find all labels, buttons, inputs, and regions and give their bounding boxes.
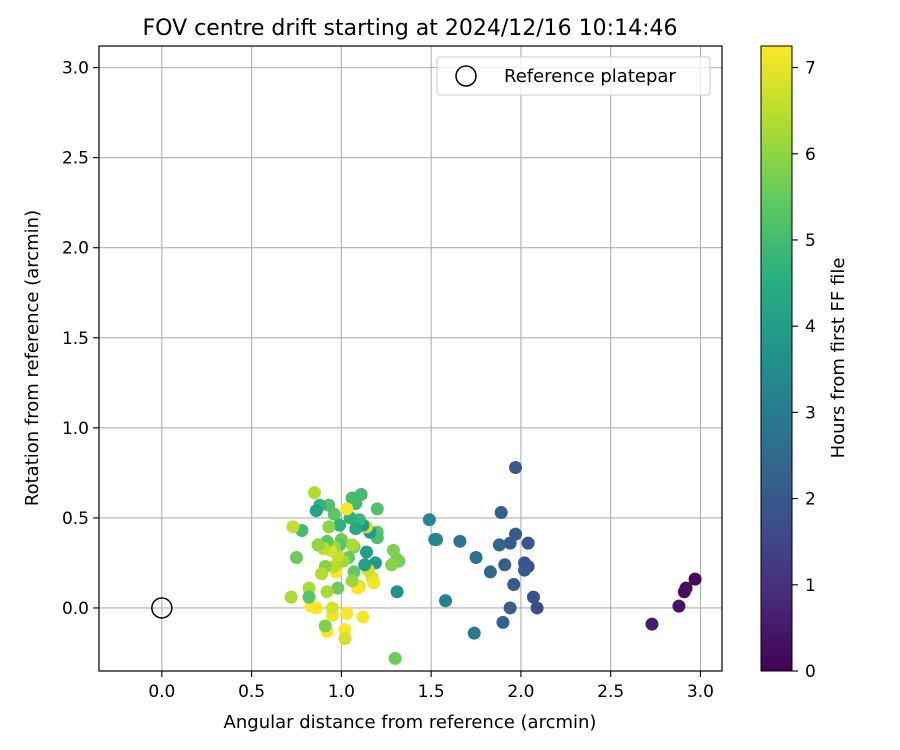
data-point	[289, 551, 303, 565]
data-point	[388, 651, 402, 665]
plot-frame	[98, 45, 723, 672]
colorbar-gradient	[760, 45, 793, 672]
data-point	[688, 572, 702, 586]
data-point	[356, 610, 370, 624]
x-tick-label: 0.0	[148, 682, 175, 702]
legend: Reference platepar	[436, 56, 711, 96]
x-ticks: 0.0 0.5 1.0 1.5 2.0 2.5 3.0	[148, 671, 714, 702]
x-tick-label: 1.5	[418, 682, 445, 702]
x-tick-label: 2.5	[597, 682, 624, 702]
grid	[99, 46, 722, 671]
data-point	[360, 545, 374, 559]
colorbar-tick-label: 0	[805, 662, 816, 682]
data-point	[677, 585, 691, 599]
data-point	[307, 486, 321, 500]
data-point	[518, 563, 532, 577]
data-point	[315, 567, 329, 581]
data-point	[422, 513, 436, 527]
data-point	[521, 536, 535, 550]
x-axis-label: Angular distance from reference (arcmin)	[224, 712, 597, 733]
colorbar-tick-label: 5	[805, 231, 816, 251]
data-point	[530, 601, 544, 615]
y-tick-label: 0.5	[62, 509, 89, 529]
data-point	[322, 520, 336, 534]
data-point	[327, 560, 341, 574]
colorbar-label: Hours from first FF file	[828, 258, 849, 459]
data-point	[494, 505, 508, 519]
data-point	[349, 522, 363, 536]
data-point	[509, 460, 523, 474]
x-tick-label: 0.5	[238, 682, 265, 702]
data-point	[338, 632, 352, 646]
data-point	[340, 606, 354, 620]
data-point	[469, 551, 483, 565]
data-point	[483, 565, 497, 579]
data-point	[320, 585, 334, 599]
x-tick-label: 2.0	[507, 682, 534, 702]
data-point	[340, 502, 354, 516]
data-point	[345, 538, 359, 552]
y-tick-label: 1.5	[62, 329, 89, 349]
data-point	[428, 533, 442, 547]
legend-label: Reference platepar	[504, 66, 676, 87]
colorbar-ticks: 0 1 2 3 4 5 6 7	[792, 59, 816, 682]
colorbar-tick-label: 7	[805, 59, 816, 79]
data-point	[453, 534, 467, 548]
legend-marker	[455, 65, 477, 87]
data-point	[526, 590, 540, 604]
data-point	[284, 590, 298, 604]
legend-box	[436, 56, 711, 96]
chart-title: FOV centre drift starting at 2024/12/16 …	[143, 16, 678, 41]
data-point	[345, 574, 359, 588]
y-tick-label: 1.0	[62, 419, 89, 439]
data-point	[309, 504, 323, 518]
data-point	[311, 538, 325, 552]
data-point	[325, 601, 339, 615]
colorbar-tick-label: 4	[805, 317, 816, 337]
data-point	[385, 558, 399, 572]
reference-point	[151, 597, 173, 619]
y-axis-label: Rotation from reference (arcmin)	[22, 210, 43, 506]
y-tick-label: 3.0	[62, 59, 89, 79]
data-point	[302, 581, 316, 595]
data-point	[386, 543, 400, 557]
colorbar-tick-label: 3	[805, 403, 816, 423]
data-point	[645, 617, 659, 631]
data-point	[439, 594, 453, 608]
data-point	[333, 518, 347, 532]
data-point	[322, 498, 336, 512]
data-point	[390, 585, 404, 599]
points-layer	[151, 460, 702, 665]
data-point	[498, 558, 512, 572]
data-point	[345, 491, 359, 505]
x-tick-label: 1.0	[328, 682, 355, 702]
x-tick-label: 3.0	[687, 682, 714, 702]
data-point	[358, 558, 372, 572]
data-point	[286, 520, 300, 534]
data-point	[331, 581, 345, 595]
data-point	[503, 536, 517, 550]
data-point	[496, 615, 510, 629]
data-point	[370, 502, 384, 516]
data-point	[467, 626, 481, 640]
colorbar-tick-label: 6	[805, 145, 816, 165]
data-point	[672, 599, 686, 613]
data-point	[302, 590, 316, 604]
data-point	[503, 601, 517, 615]
data-point	[367, 576, 381, 590]
y-ticks: 0.0 0.5 1.0 1.5 2.0 2.5 3.0	[62, 59, 99, 619]
y-tick-label: 0.0	[62, 599, 89, 619]
data-point	[492, 538, 506, 552]
data-point	[338, 623, 352, 637]
colorbar-tick-label: 2	[805, 490, 816, 510]
colorbar: 0 1 2 3 4 5 6 7 Hours from first FF file	[760, 45, 849, 682]
data-point	[318, 619, 332, 633]
colorbar-tick-label: 1	[805, 576, 816, 596]
y-tick-label: 2.5	[62, 149, 89, 169]
data-point	[507, 578, 521, 592]
y-tick-label: 2.0	[62, 239, 89, 259]
